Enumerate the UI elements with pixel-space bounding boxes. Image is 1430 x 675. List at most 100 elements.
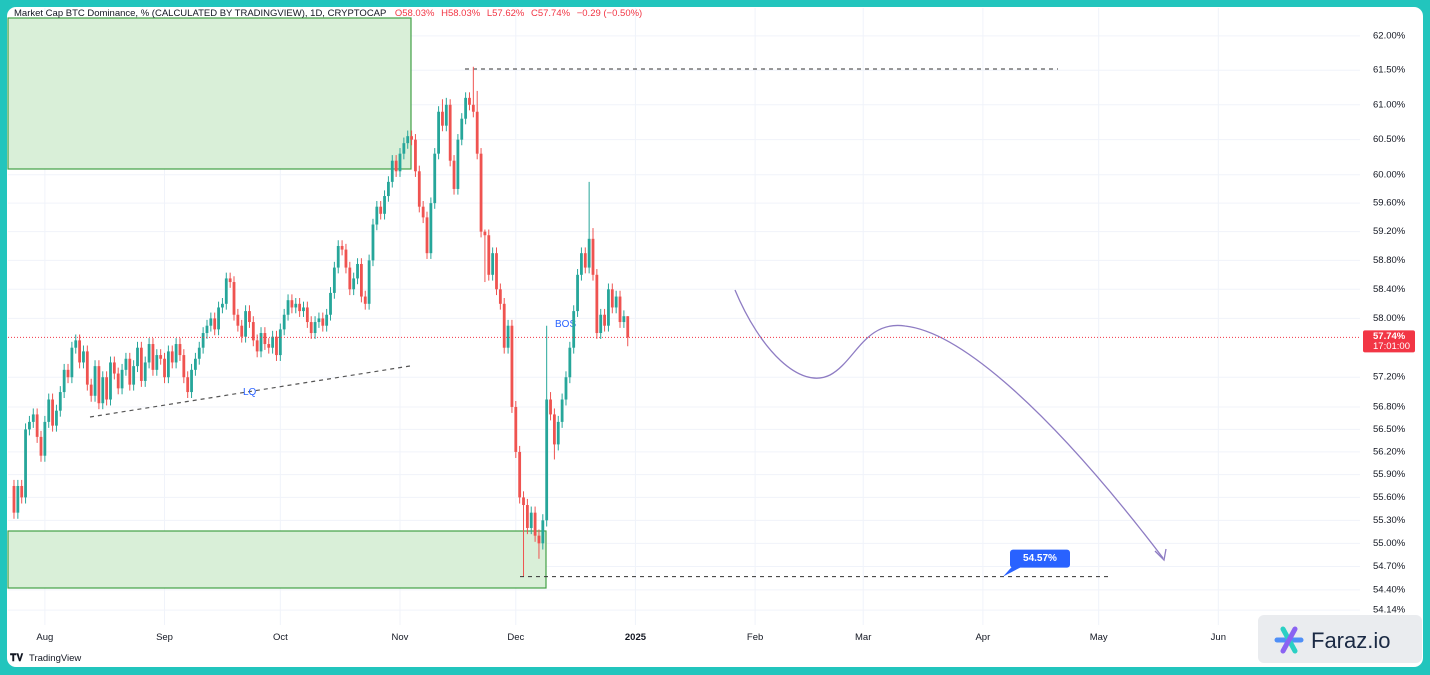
candle-body <box>375 206 379 225</box>
candle-body <box>610 289 614 308</box>
candle-body <box>379 206 383 214</box>
projection-arrow <box>1154 548 1167 562</box>
candles <box>12 66 630 577</box>
candle-body <box>35 414 39 437</box>
candle-body <box>464 97 468 119</box>
chart-title: Market Cap BTC Dominance, % (CALCULATED … <box>14 8 386 19</box>
candle-body <box>394 160 398 172</box>
candle-body <box>471 104 475 112</box>
candle-body <box>336 245 340 268</box>
y-tick-label: 62.00% <box>1373 30 1406 41</box>
candle-body <box>552 414 556 445</box>
candle-body <box>236 314 240 326</box>
candle-body <box>587 238 591 268</box>
y-tick-label: 58.00% <box>1373 313 1406 324</box>
y-tick-label: 55.30% <box>1373 515 1406 526</box>
y-tick-label: 61.50% <box>1373 65 1406 76</box>
candle-body <box>352 278 356 290</box>
candle-body <box>410 136 413 140</box>
candle-body <box>186 377 190 393</box>
candle-body <box>155 355 159 370</box>
x-tick-label: Oct <box>273 632 288 643</box>
y-tick-label: 54.14% <box>1373 605 1406 616</box>
candle-body <box>217 307 220 330</box>
y-tick-label: 54.40% <box>1373 584 1406 595</box>
candle-body <box>568 347 572 378</box>
candle-body <box>425 217 429 254</box>
x-tick-label: Aug <box>36 632 53 643</box>
candle-body <box>437 111 440 154</box>
candle-body <box>367 260 371 304</box>
candle-body <box>197 347 201 359</box>
y-tick-label: 58.40% <box>1373 284 1406 295</box>
candle-body <box>278 329 282 356</box>
supply-zone <box>7 17 412 170</box>
candle-body <box>607 289 610 326</box>
last-price-box <box>1363 330 1415 353</box>
candle-body <box>39 436 43 456</box>
candle-body <box>20 485 24 498</box>
candle-body <box>506 325 510 348</box>
x-tick-label: Jun <box>1211 632 1226 643</box>
candle-body <box>190 369 193 393</box>
candle-body <box>70 347 74 378</box>
candle-body <box>290 300 294 308</box>
x-tick-label: Mar <box>855 632 871 643</box>
x-tick-label: Nov <box>392 632 409 643</box>
candle-body <box>82 351 85 363</box>
legend-high: H58.03% <box>441 8 481 19</box>
candle-body <box>576 274 579 312</box>
candle-body <box>487 235 491 275</box>
countdown-label: 17:01:00 <box>1373 341 1410 352</box>
candle-body <box>468 97 471 105</box>
y-tick-label: 60.00% <box>1373 169 1406 180</box>
target-label: 54.57% <box>1023 553 1057 564</box>
chart-background <box>7 7 1423 667</box>
candle-body <box>556 421 560 445</box>
candle-body <box>58 392 62 411</box>
y-tick-label: 57.20% <box>1373 372 1406 383</box>
candle-body <box>595 274 599 334</box>
candle-body <box>344 249 348 268</box>
candle-body <box>545 399 549 521</box>
candle-body <box>282 314 286 330</box>
watermark-logo <box>1274 626 1304 654</box>
candle-body <box>332 267 336 293</box>
x-tick-label: Feb <box>747 632 763 643</box>
candle-body <box>618 296 622 323</box>
candle-body <box>139 347 143 381</box>
candle-body <box>259 333 263 352</box>
tv-source: TradingView <box>29 653 81 664</box>
candle-body <box>599 314 603 334</box>
candle-body <box>340 245 344 250</box>
y-tick-label: 55.90% <box>1373 469 1406 480</box>
candle-body <box>502 303 506 348</box>
candle-body <box>387 181 390 197</box>
x-tick-label: May <box>1090 632 1108 643</box>
projection-curve <box>734 289 1164 559</box>
y-tick-label: 61.00% <box>1373 99 1406 110</box>
legend-open: O58.03% <box>395 8 435 19</box>
candle-body <box>28 421 31 430</box>
candle-body <box>74 340 78 348</box>
y-tick-label: 56.20% <box>1373 446 1406 457</box>
candle-body <box>66 369 70 378</box>
candle-body <box>16 485 20 513</box>
candle-body <box>363 296 367 304</box>
candle-body <box>421 206 425 218</box>
lq-label: LQ <box>243 387 257 398</box>
candle-body <box>182 355 186 378</box>
tv-logo-mark: 𝐓𝐕 <box>10 652 23 664</box>
candle-body <box>537 535 541 544</box>
candle-body <box>62 369 66 393</box>
candle-body <box>194 358 197 370</box>
candle-body <box>55 410 58 426</box>
header: Market Cap BTC Dominance, % (CALCULATED … <box>14 8 642 19</box>
y-tick-label: 55.60% <box>1373 492 1406 503</box>
candle-body <box>255 340 259 352</box>
candle-body <box>402 143 406 154</box>
candle-body <box>614 296 618 308</box>
watermark-text: Faraz.io <box>1311 628 1390 653</box>
candle-body <box>248 311 251 323</box>
candle-body <box>348 267 352 290</box>
